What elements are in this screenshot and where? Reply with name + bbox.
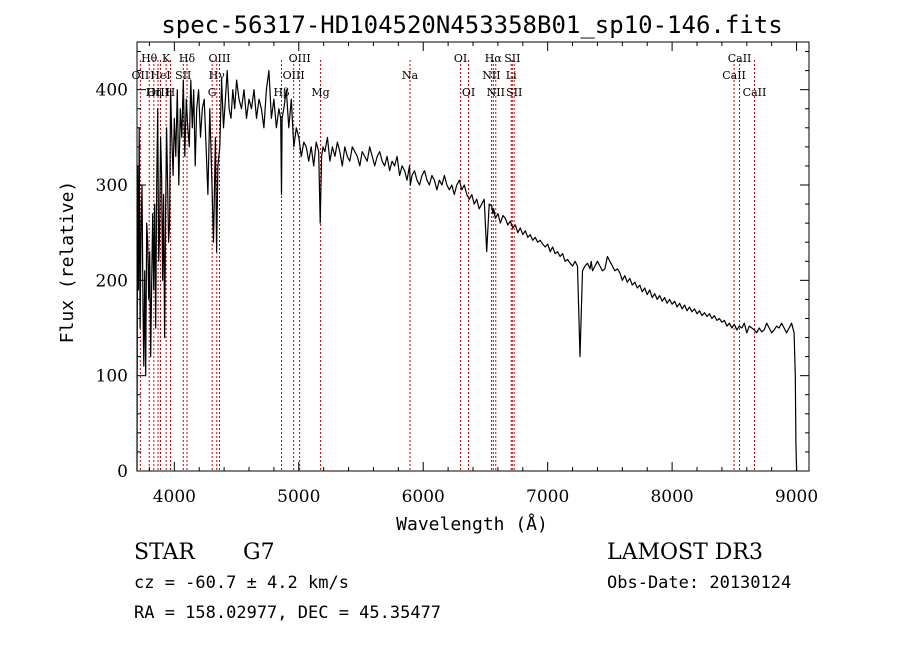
y-tick-label: 200	[96, 271, 128, 291]
y-tick-label: 0	[117, 462, 128, 482]
line-label: Hγ	[209, 69, 226, 82]
line-label: OIII	[289, 52, 311, 65]
line-label: OIII	[283, 69, 305, 82]
line-label: NII	[482, 69, 500, 82]
y-tick-label: 400	[96, 81, 128, 101]
plot-frame	[136, 41, 810, 472]
x-tick-label: 7000	[526, 487, 569, 507]
survey-name: LAMOST DR3	[607, 540, 763, 565]
x-axis-label: Wavelength (Å)	[396, 513, 548, 535]
spectrum-line	[136, 70, 798, 472]
x-tick-label: 8000	[650, 487, 693, 507]
line-label: Mg	[311, 86, 329, 99]
object-type: STAR	[134, 540, 195, 565]
line-label: Hδ	[179, 52, 196, 65]
line-label: OI	[454, 52, 467, 65]
line-label: NII	[487, 86, 505, 99]
subclass: G7	[243, 540, 275, 565]
y-axis-label: Flux (relative)	[57, 181, 78, 344]
line-label: K	[162, 52, 171, 65]
line-label: SII	[175, 69, 191, 82]
chart-title: spec-56317-HD104520N453358B01_sp10-146.f…	[161, 11, 782, 39]
x-tick-label: 4000	[153, 487, 196, 507]
line-label: OI	[462, 86, 475, 99]
line-label: Na	[402, 69, 419, 82]
line-label: CaII	[728, 52, 752, 65]
line-label: SII	[504, 52, 520, 65]
line-label: Hθ	[141, 52, 158, 65]
line-label: Li	[506, 69, 517, 82]
x-axis: 4000 5000 6000 7000 8000 9000	[148, 42, 818, 507]
line-markers	[139, 60, 755, 471]
line-label: HeI	[150, 69, 170, 82]
line-label: CaII	[743, 86, 767, 99]
line-label: G	[208, 86, 217, 99]
coordinates: RA = 158.02977, DEC = 45.35477	[134, 603, 442, 623]
line-label: Hη	[146, 86, 162, 99]
line-label: Hα	[485, 52, 503, 65]
x-tick-label: 9000	[775, 487, 818, 507]
line-label: OIII	[147, 86, 169, 99]
y-tick-label: 100	[96, 367, 128, 387]
x-tick-label: 6000	[402, 487, 445, 507]
line-label: OII	[132, 69, 150, 82]
y-axis: 0 100 200 300 400	[96, 51, 809, 482]
line-label: OIII	[208, 52, 230, 65]
line-label: CaII	[722, 69, 746, 82]
y-tick-label: 300	[96, 176, 128, 196]
redshift: cz = -60.7 ± 4.2 km/s	[134, 573, 349, 593]
line-label: SII	[506, 86, 522, 99]
obs-date: Obs-Date: 20130124	[607, 573, 792, 593]
x-tick-label: 5000	[277, 487, 320, 507]
